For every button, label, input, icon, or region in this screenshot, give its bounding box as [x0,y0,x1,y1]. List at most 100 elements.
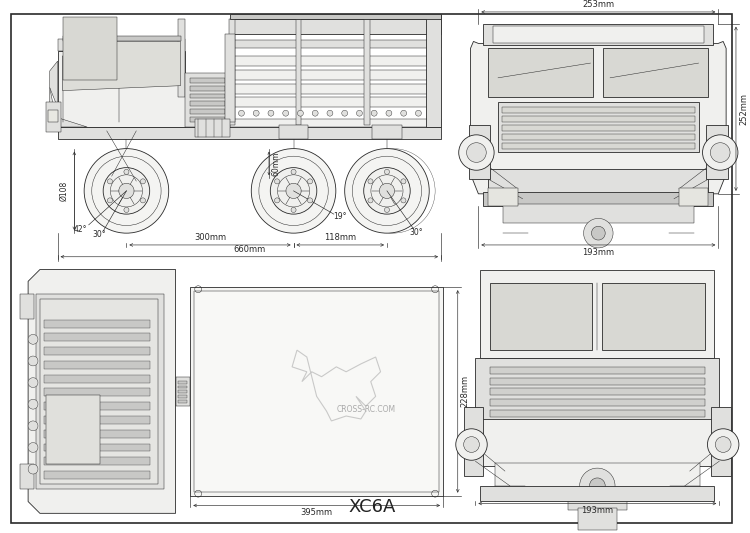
Bar [495,463,700,500]
Circle shape [345,149,429,233]
Bar [296,19,302,125]
Circle shape [590,478,605,494]
Circle shape [274,179,280,184]
Circle shape [385,169,389,174]
Text: 30°: 30° [92,230,106,239]
Bar [178,391,188,393]
Circle shape [584,219,613,248]
Bar [36,294,164,489]
Circle shape [238,110,244,116]
Bar [230,14,441,19]
Bar [480,486,714,500]
Circle shape [710,143,730,163]
Bar [502,134,694,140]
Bar [488,169,709,194]
Text: 395mm: 395mm [301,508,333,518]
Bar [502,116,694,122]
Bar [178,385,188,389]
Circle shape [28,356,38,366]
Bar [195,119,230,137]
Circle shape [254,110,260,116]
Circle shape [104,167,150,214]
Circle shape [371,110,377,116]
Text: 193mm: 193mm [581,506,614,515]
Circle shape [312,110,318,116]
Text: CROSS-RC.COM: CROSS-RC.COM [336,405,395,414]
Text: 660mm: 660mm [233,245,266,254]
Bar [490,399,704,406]
Bar [44,389,150,397]
Bar [185,73,230,127]
Circle shape [118,183,134,198]
Bar [178,19,185,98]
Circle shape [107,179,112,184]
Bar [498,102,698,151]
Polygon shape [470,42,726,194]
Bar [502,125,694,131]
Bar [62,17,116,80]
Bar [230,41,441,49]
Bar [488,49,593,98]
Circle shape [707,429,739,461]
Bar [178,395,188,398]
Circle shape [28,464,38,474]
Circle shape [364,167,410,214]
Circle shape [385,207,389,213]
Bar [476,358,719,422]
Circle shape [251,149,336,233]
Bar [58,39,185,51]
Circle shape [308,179,313,184]
Bar [490,389,704,395]
Circle shape [368,179,373,184]
Bar [232,84,439,94]
Bar [712,407,731,476]
Circle shape [342,110,348,116]
Bar [190,86,225,91]
Bar [232,56,439,66]
Text: 253mm: 253mm [582,0,614,9]
Bar [44,347,150,355]
Circle shape [401,179,406,184]
Bar [502,107,694,113]
Bar [65,18,81,26]
Bar [62,36,181,42]
Bar [190,78,225,83]
Bar [44,375,150,383]
Bar [44,471,150,479]
Text: 30°: 30° [410,228,423,237]
Bar [435,19,441,125]
Bar [190,109,225,114]
Circle shape [592,227,605,240]
Bar [190,287,443,496]
Bar [372,125,402,139]
Bar [679,188,709,206]
Circle shape [466,143,486,163]
Bar [232,98,439,107]
Circle shape [380,183,394,198]
Bar [232,70,439,80]
Bar [490,367,704,374]
Circle shape [283,110,289,116]
Circle shape [580,468,615,504]
Circle shape [386,110,392,116]
Circle shape [308,198,313,203]
Bar [602,283,704,350]
Bar [44,402,150,410]
Polygon shape [58,51,185,127]
Polygon shape [62,42,181,91]
Circle shape [28,334,38,344]
Bar [44,430,150,438]
Bar [502,143,694,149]
Bar [503,204,694,223]
Circle shape [298,110,304,116]
Bar [568,496,627,511]
Circle shape [270,167,316,214]
Bar [483,24,713,45]
Circle shape [703,135,738,170]
Bar [490,410,704,417]
Bar [469,125,490,179]
Bar [194,291,439,492]
Circle shape [28,399,38,409]
Bar [279,125,308,139]
Circle shape [416,110,422,116]
